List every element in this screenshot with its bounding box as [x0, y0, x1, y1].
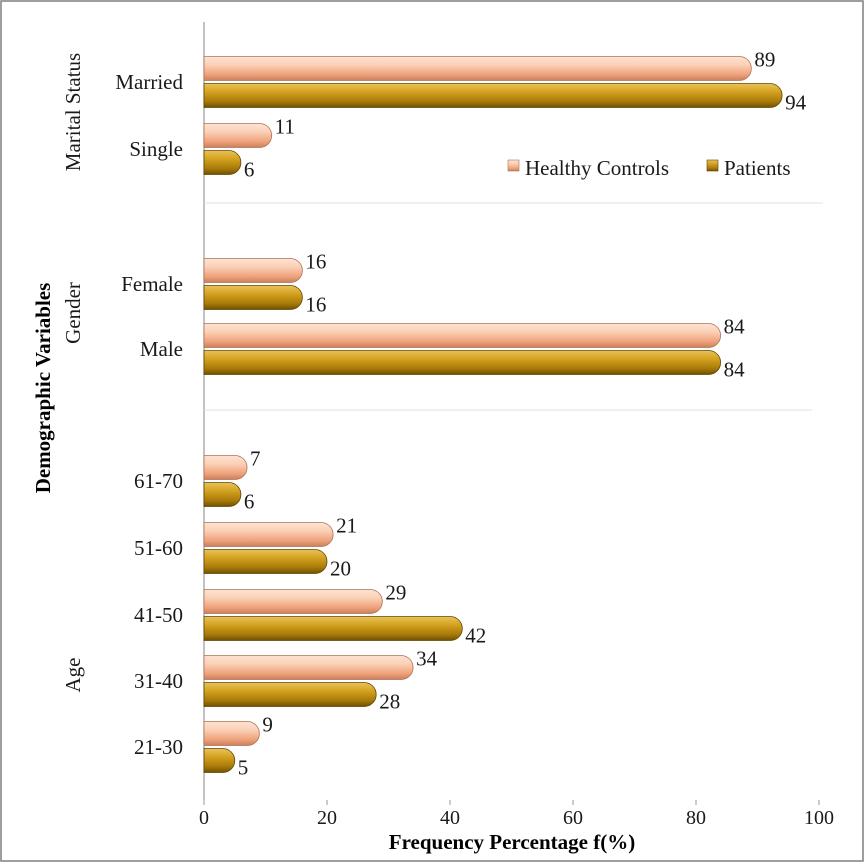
- value-label-patients-31-40: 28: [379, 690, 400, 714]
- x-tick-label-40: 40: [440, 807, 460, 829]
- bar-healthy-controls-41-50: [203, 589, 383, 614]
- bar-healthy-controls-single: [203, 123, 273, 148]
- category-label-21-30: 21-30: [134, 735, 183, 759]
- value-label-healthy-controls-male: 84: [724, 315, 746, 339]
- bar-patients-51-60: [203, 549, 328, 574]
- x-tick-label-80: 80: [686, 807, 706, 829]
- x-tick-label-20: 20: [317, 807, 337, 829]
- value-label-patients-female: 16: [305, 293, 326, 317]
- bars: [203, 56, 783, 773]
- category-label-31-40: 31-40: [134, 669, 183, 693]
- group-labels: Marital Status Gender Age: [61, 53, 85, 693]
- bar-healthy-controls-61-70: [203, 455, 248, 480]
- value-label-healthy-controls-41-50: 29: [385, 581, 406, 605]
- category-label-married: Married: [115, 70, 183, 94]
- category-label-61-70: 61-70: [134, 469, 183, 493]
- x-axis-ticks: 0 20 40 60 80 100: [199, 800, 834, 829]
- bar-patients-31-40: [203, 682, 377, 707]
- value-label-healthy-controls-61-70: 7: [250, 447, 260, 471]
- x-tick-label-100: 100: [804, 807, 834, 829]
- category-labels: Married Single Female Male 61-70 51-60 41-50 31…: [115, 70, 183, 759]
- value-label-patients-41-50: 42: [465, 624, 486, 648]
- y-axis-title: Demographic Variables: [31, 283, 55, 494]
- x-axis-title: Frequency Percentage f(%): [389, 830, 635, 854]
- value-label-patients-male: 84: [724, 358, 746, 382]
- legend-swatch-patients: [706, 159, 719, 172]
- x-tick-label-0: 0: [199, 807, 209, 829]
- bar-patients-male: [203, 350, 721, 375]
- bar-patients-41-50: [203, 616, 463, 641]
- value-label-patients-51-60: 20: [330, 557, 351, 581]
- value-label-patients-61-70: 6: [244, 490, 255, 514]
- bar-patients-married: [203, 83, 783, 108]
- bar-patients-single: [203, 150, 242, 175]
- group-label-age: Age: [61, 658, 85, 693]
- category-label-51-60: 51-60: [134, 536, 183, 560]
- legend-swatch-healthy-controls: [507, 159, 520, 172]
- value-label-healthy-controls-51-60: 21: [336, 514, 357, 538]
- value-label-healthy-controls-single: 11: [275, 115, 295, 139]
- bar-healthy-controls-female: [203, 258, 303, 283]
- bar-healthy-controls-21-30: [203, 721, 260, 746]
- group-label-gender: Gender: [61, 282, 85, 344]
- group-label-marital-status: Marital Status: [61, 53, 85, 171]
- category-label-41-50: 41-50: [134, 603, 183, 627]
- value-label-healthy-controls-female: 16: [305, 250, 326, 274]
- bar-patients-61-70: [203, 482, 242, 507]
- value-label-healthy-controls-married: 89: [754, 48, 775, 72]
- value-label-patients-single: 6: [244, 158, 255, 182]
- group-separators: [204, 202, 823, 411]
- value-label-healthy-controls-31-40: 34: [416, 647, 438, 671]
- value-label-patients-21-30: 5: [238, 756, 249, 780]
- bar-patients-21-30: [203, 748, 236, 773]
- value-labels: 89 94 11 6 16 16 84 84 7 6 21 20 29 42 34 28 95: [238, 48, 807, 780]
- bar-healthy-controls-51-60: [203, 522, 334, 547]
- value-label-healthy-controls-21-30: 9: [262, 713, 273, 737]
- category-label-single: Single: [129, 137, 183, 161]
- category-label-female: Female: [121, 272, 183, 296]
- bar-patients-female: [203, 285, 303, 310]
- legend-label-patients: Patients: [724, 156, 791, 180]
- value-label-patients-married: 94: [785, 91, 807, 115]
- category-label-male: Male: [140, 337, 183, 361]
- bar-healthy-controls-male: [203, 323, 721, 348]
- x-tick-label-60: 60: [563, 807, 583, 829]
- bar-healthy-controls-married: [203, 56, 752, 81]
- legend-label-healthy-controls: Healthy Controls: [525, 156, 669, 180]
- legend: Healthy Controls Patients: [507, 156, 791, 180]
- bar-healthy-controls-31-40: [203, 655, 414, 680]
